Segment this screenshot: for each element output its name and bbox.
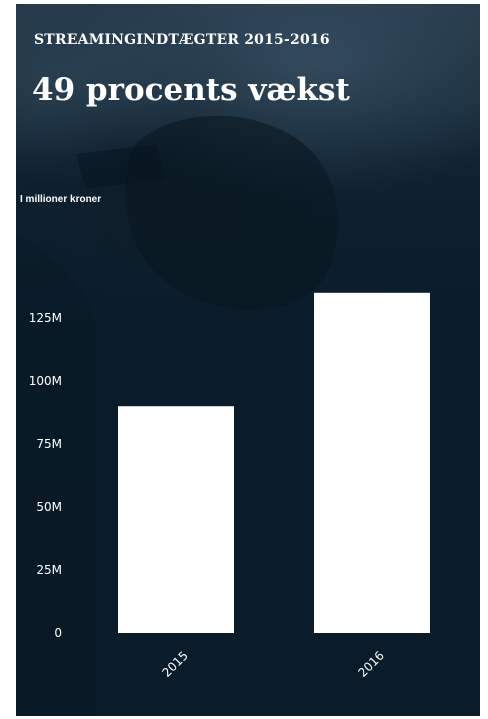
x-tick-label: 2016 [355, 648, 386, 679]
y-tick-label: 0 [54, 626, 62, 640]
chart-headline: 49 procents vækst [32, 72, 350, 108]
y-tick-label: 75M [36, 437, 62, 451]
infographic-card: STREAMINGINDTÆGTER 2015-2016 49 procents… [16, 4, 480, 716]
y-tick-label: 100M [29, 374, 62, 388]
y-axis: 0 25M 50M 75M 100M 125M [29, 311, 62, 640]
x-axis: 2015 2016 [159, 648, 386, 679]
bars [118, 292, 430, 633]
y-tick-label: 25M [36, 563, 62, 577]
unit-label: I millioner kroner [20, 194, 102, 205]
chart-kicker: STREAMINGINDTÆGTER 2015-2016 [34, 32, 330, 48]
bar-chart: 0 25M 50M 75M 100M 125M 2015 2016 [29, 292, 430, 680]
bar-2016 [314, 292, 430, 633]
x-tick-label: 2015 [159, 648, 190, 679]
y-tick-label: 50M [36, 500, 62, 514]
bar-2015 [118, 406, 234, 633]
y-tick-label: 125M [29, 311, 62, 325]
